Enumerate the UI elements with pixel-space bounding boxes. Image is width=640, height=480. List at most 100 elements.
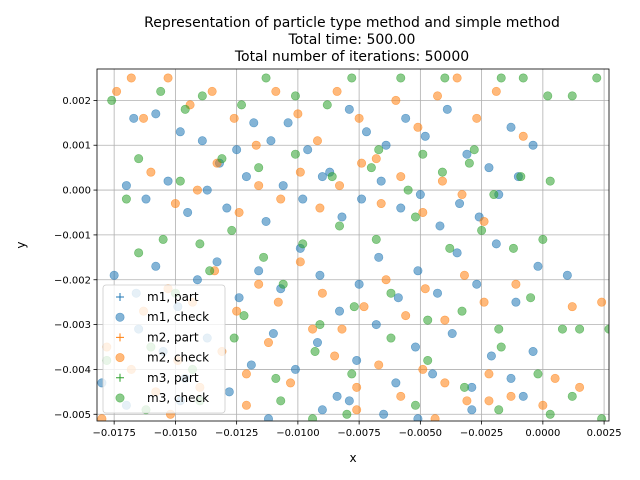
data-point: [303, 145, 313, 155]
data-point: [163, 176, 173, 186]
data-point: [183, 207, 193, 217]
data-point: [222, 203, 232, 213]
x-tick-label: 0.0000: [525, 428, 560, 439]
data-point: [376, 199, 386, 209]
data-point: [271, 373, 281, 383]
data-point: [276, 396, 286, 406]
legend: m1, part m1, check m2, part m2, check m3, pa…: [102, 284, 226, 414]
data-point: [538, 400, 548, 410]
data-point: [347, 369, 357, 379]
data-point: [308, 324, 318, 334]
x-tick-label: −0.0025: [460, 428, 503, 439]
data-point: [423, 315, 433, 325]
x-tick-label: −0.0150: [154, 428, 197, 439]
data-point: [293, 109, 303, 119]
data-point: [371, 320, 381, 330]
data-point: [121, 181, 131, 191]
data-point: [263, 338, 273, 348]
data-point: [518, 391, 528, 401]
data-point: [315, 203, 325, 213]
data-point: [344, 396, 354, 406]
data-point: [435, 221, 445, 231]
data-point: [374, 252, 384, 262]
legend-marker: [116, 373, 124, 382]
data-point: [557, 324, 567, 334]
data-point: [550, 373, 560, 383]
data-point: [518, 73, 528, 83]
data-point: [415, 190, 425, 200]
data-point: [506, 373, 516, 383]
data-point: [290, 149, 300, 159]
data-point: [259, 252, 269, 262]
data-point: [308, 414, 318, 421]
data-point: [491, 239, 501, 249]
data-point: [381, 140, 391, 150]
data-point: [464, 158, 474, 168]
data-point: [126, 73, 136, 83]
data-point: [528, 140, 538, 150]
data-point: [352, 405, 362, 415]
data-point: [347, 73, 357, 83]
data-point: [227, 225, 237, 235]
data-point: [290, 364, 300, 374]
data-point: [254, 266, 264, 276]
data-point: [528, 346, 538, 356]
plot-frame: [96, 68, 610, 422]
data-point: [401, 113, 411, 123]
data-point: [452, 248, 462, 258]
legend-label: m3, check: [147, 391, 209, 405]
data-point: [457, 306, 467, 316]
data-point: [386, 288, 396, 298]
legend-marker: [116, 293, 124, 301]
data-point: [420, 284, 430, 294]
data-point: [518, 131, 528, 141]
data-point: [459, 270, 469, 280]
data-point: [366, 163, 376, 173]
data-point: [374, 145, 384, 155]
data-point: [229, 333, 239, 343]
data-point: [459, 382, 469, 392]
data-point: [278, 279, 288, 289]
legend-label: m1, part: [147, 290, 199, 304]
data-point: [469, 145, 479, 155]
data-point: [410, 342, 420, 352]
data-point: [234, 207, 244, 217]
data-point: [175, 127, 185, 137]
data-point: [393, 293, 403, 303]
data-point: [567, 302, 577, 312]
data-point: [423, 355, 433, 365]
data-point: [428, 369, 438, 379]
x-tick-label: −0.0125: [215, 428, 258, 439]
data-point: [489, 190, 499, 200]
data-point: [239, 311, 249, 321]
data-point: [477, 225, 487, 235]
data-point: [374, 360, 384, 370]
data-point: [254, 181, 264, 191]
data-point: [192, 275, 202, 285]
data-point: [224, 387, 234, 397]
data-point: [261, 216, 271, 226]
data-point: [232, 306, 242, 316]
data-point: [472, 279, 482, 289]
data-point: [575, 324, 585, 334]
y-tick-label: 0.001: [62, 141, 91, 152]
data-point: [401, 311, 411, 321]
y-tick-label: −0.005: [54, 410, 91, 421]
data-point: [494, 324, 504, 334]
data-point: [271, 86, 281, 96]
data-point: [229, 113, 239, 123]
data-point: [278, 181, 288, 191]
data-point: [234, 293, 244, 303]
legend-box: [102, 284, 226, 414]
data-point: [286, 378, 296, 388]
data-point: [391, 378, 401, 388]
data-point: [391, 95, 401, 105]
y-axis-label: y: [14, 241, 28, 248]
data-point: [396, 73, 406, 83]
x-tick-label: −0.0100: [276, 428, 319, 439]
data-point: [273, 297, 283, 307]
data-point: [445, 243, 455, 253]
legend-label: m2, part: [147, 330, 199, 344]
data-point: [457, 190, 467, 200]
data-point: [158, 234, 168, 244]
